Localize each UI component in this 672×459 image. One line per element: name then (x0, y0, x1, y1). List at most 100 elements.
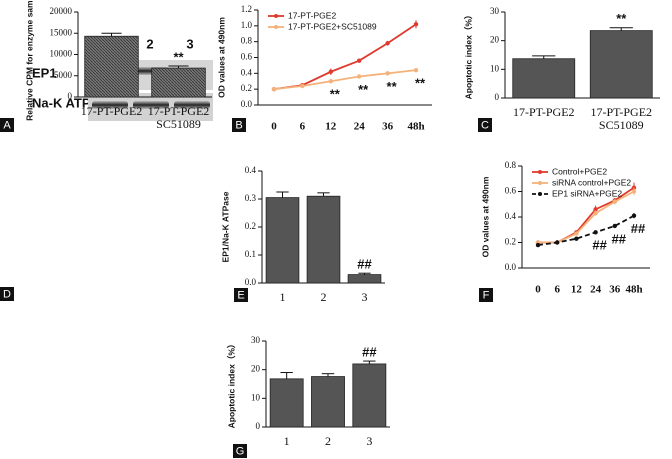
panel-letter: C (481, 119, 489, 131)
panel-letter-box (0, 287, 14, 301)
legend-marker (538, 181, 542, 185)
x-tick-label: 2 (325, 434, 331, 448)
y-axis-label: Apoptotic index（%） (463, 11, 473, 100)
point (593, 230, 598, 235)
legend-marker (274, 14, 278, 18)
annotation: ** (616, 11, 627, 26)
y-axis-label: EP1/Na-K ATPase (220, 191, 230, 262)
point (574, 231, 579, 236)
point (300, 83, 305, 89)
y-axis-label: Apoptotic index（%） (226, 340, 236, 429)
y-tick-label: 10000 (50, 49, 73, 59)
y-tick-label: 1.0 (241, 20, 253, 30)
panel-letter-box (234, 288, 248, 302)
point (574, 236, 579, 241)
line (273, 69, 417, 91)
x-tick-label: 24 (354, 121, 366, 133)
y-tick-label: 20000 (50, 6, 73, 16)
annotation: ## (612, 231, 627, 246)
y-tick-label: 0.6 (241, 52, 253, 62)
x-tick-label: 48h (407, 121, 424, 133)
y-tick-label: 0.4 (241, 67, 253, 77)
y-tick-label: 0.2 (245, 221, 256, 231)
panel-letter-box (479, 288, 493, 302)
annotation: ** (173, 49, 184, 64)
panel-letter: F (483, 289, 490, 301)
legend-label: Control+PGE2 (552, 166, 607, 176)
bar (269, 378, 304, 428)
point (413, 22, 419, 27)
panel-letter: D (3, 288, 11, 300)
band (133, 101, 169, 109)
x-tick-label: 2 (320, 290, 327, 304)
legend-label: 17-PT-PGE2 (288, 10, 336, 20)
legend-label: siRNA control+PGE2 (552, 177, 631, 187)
y-tick-label: 15000 (50, 27, 73, 37)
point (612, 223, 617, 229)
x-tick-label: 0 (535, 284, 541, 296)
lane-label: 3 (186, 36, 193, 51)
point (413, 67, 419, 73)
y-tick-label: 0.6 (505, 186, 517, 196)
annotation: ## (592, 238, 607, 253)
y-tick-label: 30 (490, 6, 500, 16)
y-tick-label: 20 (490, 35, 500, 45)
panel-letter: B (235, 119, 242, 131)
point (593, 210, 598, 216)
annotation: ** (415, 76, 426, 91)
bar (352, 363, 387, 428)
y-tick-label: 0 (495, 92, 500, 102)
annotation: ** (330, 87, 341, 102)
panel-letter-box (0, 118, 14, 132)
point (612, 199, 617, 204)
point (385, 41, 390, 46)
row-label: EP1 (32, 65, 57, 80)
y-tick-label: 0.0 (241, 99, 253, 109)
point (328, 79, 333, 84)
y-tick-label: 30 (251, 335, 261, 345)
x-tick-label: 36 (382, 121, 394, 133)
x-tick-label: 12 (571, 284, 583, 296)
bar (311, 376, 345, 428)
y-tick-label: 0.8 (505, 160, 517, 170)
band (92, 101, 128, 109)
line (537, 214, 635, 246)
y-axis-label: OD values at 490nm (216, 17, 226, 98)
legend-label: 17-PT-PGE2+SC51089 (288, 21, 377, 31)
y-tick-label: 0.3 (245, 193, 257, 203)
y-tick-label: 0 (256, 421, 261, 431)
x-tick-label: 17-PT-PGE2 SC51089 (147, 104, 210, 131)
panel-letter: E (237, 289, 244, 301)
legend-marker (538, 170, 542, 174)
y-tick-label: 0.2 (241, 83, 252, 93)
y-axis-label: Relative CPM for enzyme sample (24, 0, 34, 121)
y-tick-label: 10 (490, 63, 500, 73)
annotation: ** (387, 79, 398, 94)
x-tick-label: 36 (609, 284, 621, 296)
x-tick-label: 17-PT-PGE2 (512, 105, 575, 119)
bar (512, 58, 576, 99)
panel-letter-box (478, 118, 492, 132)
y-tick-label: 0.1 (245, 249, 256, 259)
legend-marker (274, 25, 278, 29)
bar (589, 30, 653, 99)
x-tick-label: 3 (366, 434, 373, 448)
x-tick-label: 17-PT-PGE2 (80, 104, 143, 118)
band (174, 101, 210, 109)
y-tick-label: 0.0 (245, 277, 257, 287)
bar (84, 35, 139, 98)
legend-label: EP1 siRNA+PGE2 (552, 188, 622, 198)
annotation: ## (362, 345, 377, 360)
bar (151, 67, 206, 98)
x-tick-label: 0 (271, 121, 277, 133)
panel-letter-box (233, 444, 247, 458)
point (631, 189, 637, 194)
y-tick-label: 0.8 (241, 36, 253, 46)
x-tick-label: 12 (325, 121, 337, 133)
point (555, 240, 560, 245)
y-tick-label: 0.4 (505, 211, 517, 221)
annotation: ## (357, 257, 372, 272)
panel-letter: A (3, 119, 11, 131)
